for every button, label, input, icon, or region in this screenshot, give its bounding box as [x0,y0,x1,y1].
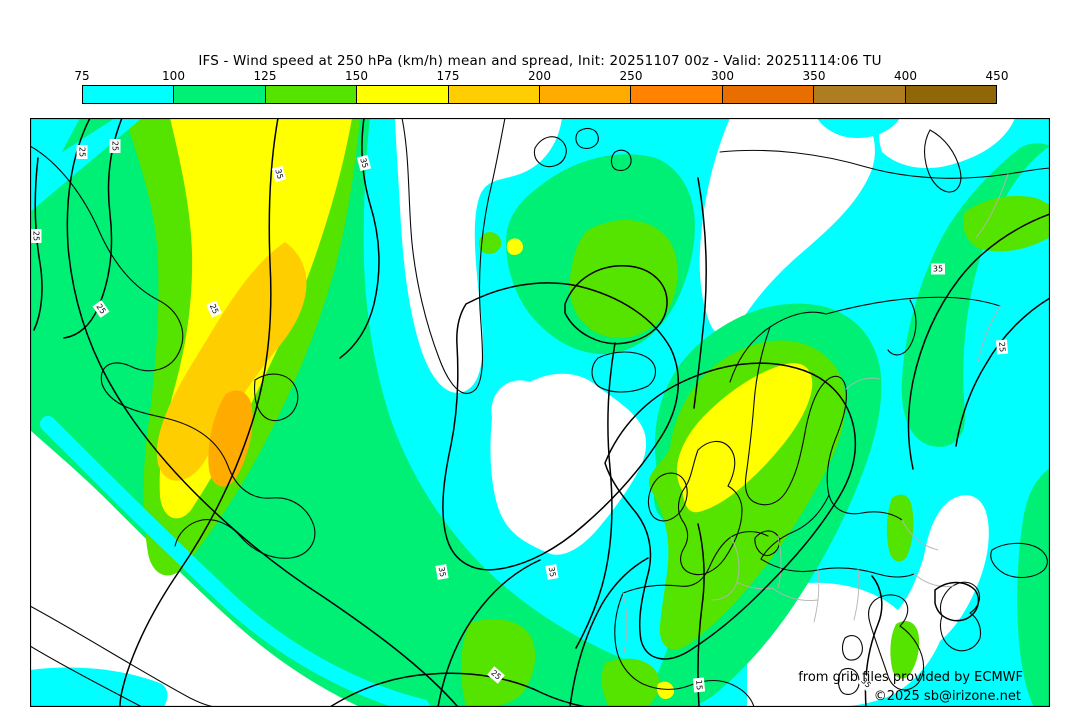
coastline [729,296,1001,578]
colorbar-scale [82,85,997,104]
colorbar-segment [265,86,358,103]
coastline [719,129,1050,193]
spread-contour-line [33,157,43,331]
spread-contour-line [63,118,123,339]
spread-contour-line [329,672,587,707]
colorbar-tick: 300 [711,69,734,83]
coastline [591,351,657,393]
colorbar-tick: 150 [345,69,368,83]
country-border [845,305,1001,390]
coastlines [30,118,1050,707]
coastline [837,594,925,695]
coastline [647,472,688,522]
spread-contour-line [119,118,279,707]
colorbar-segment [814,86,906,103]
colorbar-segment [448,86,541,103]
colorbar-segment [631,86,723,103]
coastline [677,440,743,576]
spread-contour-line [442,282,680,571]
contour-label: 35 [931,263,945,275]
colorbar-tick: 175 [436,69,460,83]
contour-label: 25 [109,139,121,153]
contour-label: 35 [435,564,449,580]
country-border [771,173,1009,601]
country-border [622,592,628,654]
spread-contour-line [569,557,649,707]
spread-contours [33,118,1050,707]
colorbar-tick: 75 [74,69,90,83]
svg-text:25: 25 [32,231,41,241]
colorbar-tick: 100 [162,69,185,83]
spread-contour-line [697,523,705,707]
contour-label: 35 [857,674,875,692]
colorbar-tick: 200 [528,69,551,83]
contour-label: 25 [30,229,42,243]
spread-contour-line [604,362,857,660]
spread-contour-line [693,177,707,409]
svg-text:35: 35 [358,157,369,169]
colorbar-segment [905,86,997,103]
colorbar-segment [357,86,449,103]
colorbar: 75 100 125 150 175 200 250 300 350 400 450 [74,69,1008,104]
contour-label: 15 [692,677,706,693]
contour-label: 35 [545,564,559,580]
spread-contour-line [934,581,980,622]
wind-speed-field [30,118,1050,707]
svg-text:35: 35 [273,168,284,180]
contour-label: 25 [206,300,222,318]
coastline [30,145,316,559]
coastline [30,605,216,707]
colorbar-tick: 250 [619,69,643,83]
spread-contour-line [437,559,541,707]
colorbar-tick: 400 [894,69,917,83]
attribution-copyright: ©2025 sb@irizone.net [873,689,1021,704]
map-frame [30,118,1050,707]
colorbar-segment [540,86,632,103]
colorbar-tick-labels: 75 100 125 150 175 200 250 300 350 400 450 [74,69,1008,84]
coastline [533,127,632,171]
contour-label: 25 [76,145,88,159]
colorbar-tick: 450 [985,69,1009,83]
wind-speed-map: 25 25 25 35 35 25 25 35 35 25 15 35 35 25 from grib f… [30,118,1050,707]
svg-text:15: 15 [694,680,704,691]
country-borders [622,173,1009,654]
coastline [254,373,299,422]
svg-text:25: 25 [997,342,1007,353]
contour-label: 25 [487,666,505,684]
coastline [754,530,781,557]
colorbar-segment [174,86,266,103]
coastline [401,118,506,394]
spread-contour-line [907,213,1050,470]
colorbar-tick: 350 [802,69,826,83]
spread-contour-line [575,342,616,649]
attribution-ecmwf: from grib files provided by ECMWF [798,670,1023,685]
svg-text:35: 35 [437,566,448,578]
colorbar-segment [83,86,175,103]
colorbar-segment [722,86,815,103]
spread-contour-line [955,297,1050,447]
spread-contour-labels: 25 25 25 35 35 25 25 35 35 25 15 35 35 25 [30,139,1009,693]
contour-label: 35 [356,154,372,172]
svg-text:25: 25 [111,141,120,151]
chart-title: IFS - Wind speed at 250 hPa (km/h) mean … [198,53,882,69]
coastline [614,531,769,707]
svg-text:35: 35 [933,265,943,274]
country-border [711,536,773,601]
contour-label: 35 [271,165,287,183]
colorbar-tick: 125 [253,69,277,83]
map-canvas: 25 25 25 35 35 25 25 35 35 25 15 35 35 25 [30,118,1050,707]
contour-label: 25 [995,339,1009,355]
spread-contour-line [66,118,459,707]
contour-label: 25 [92,300,110,318]
svg-text:25: 25 [78,147,87,157]
svg-text:35: 35 [547,566,558,578]
spread-contour-line [564,265,668,345]
country-border [901,519,955,587]
country-border [777,535,860,623]
svg-text:25: 25 [208,302,220,315]
